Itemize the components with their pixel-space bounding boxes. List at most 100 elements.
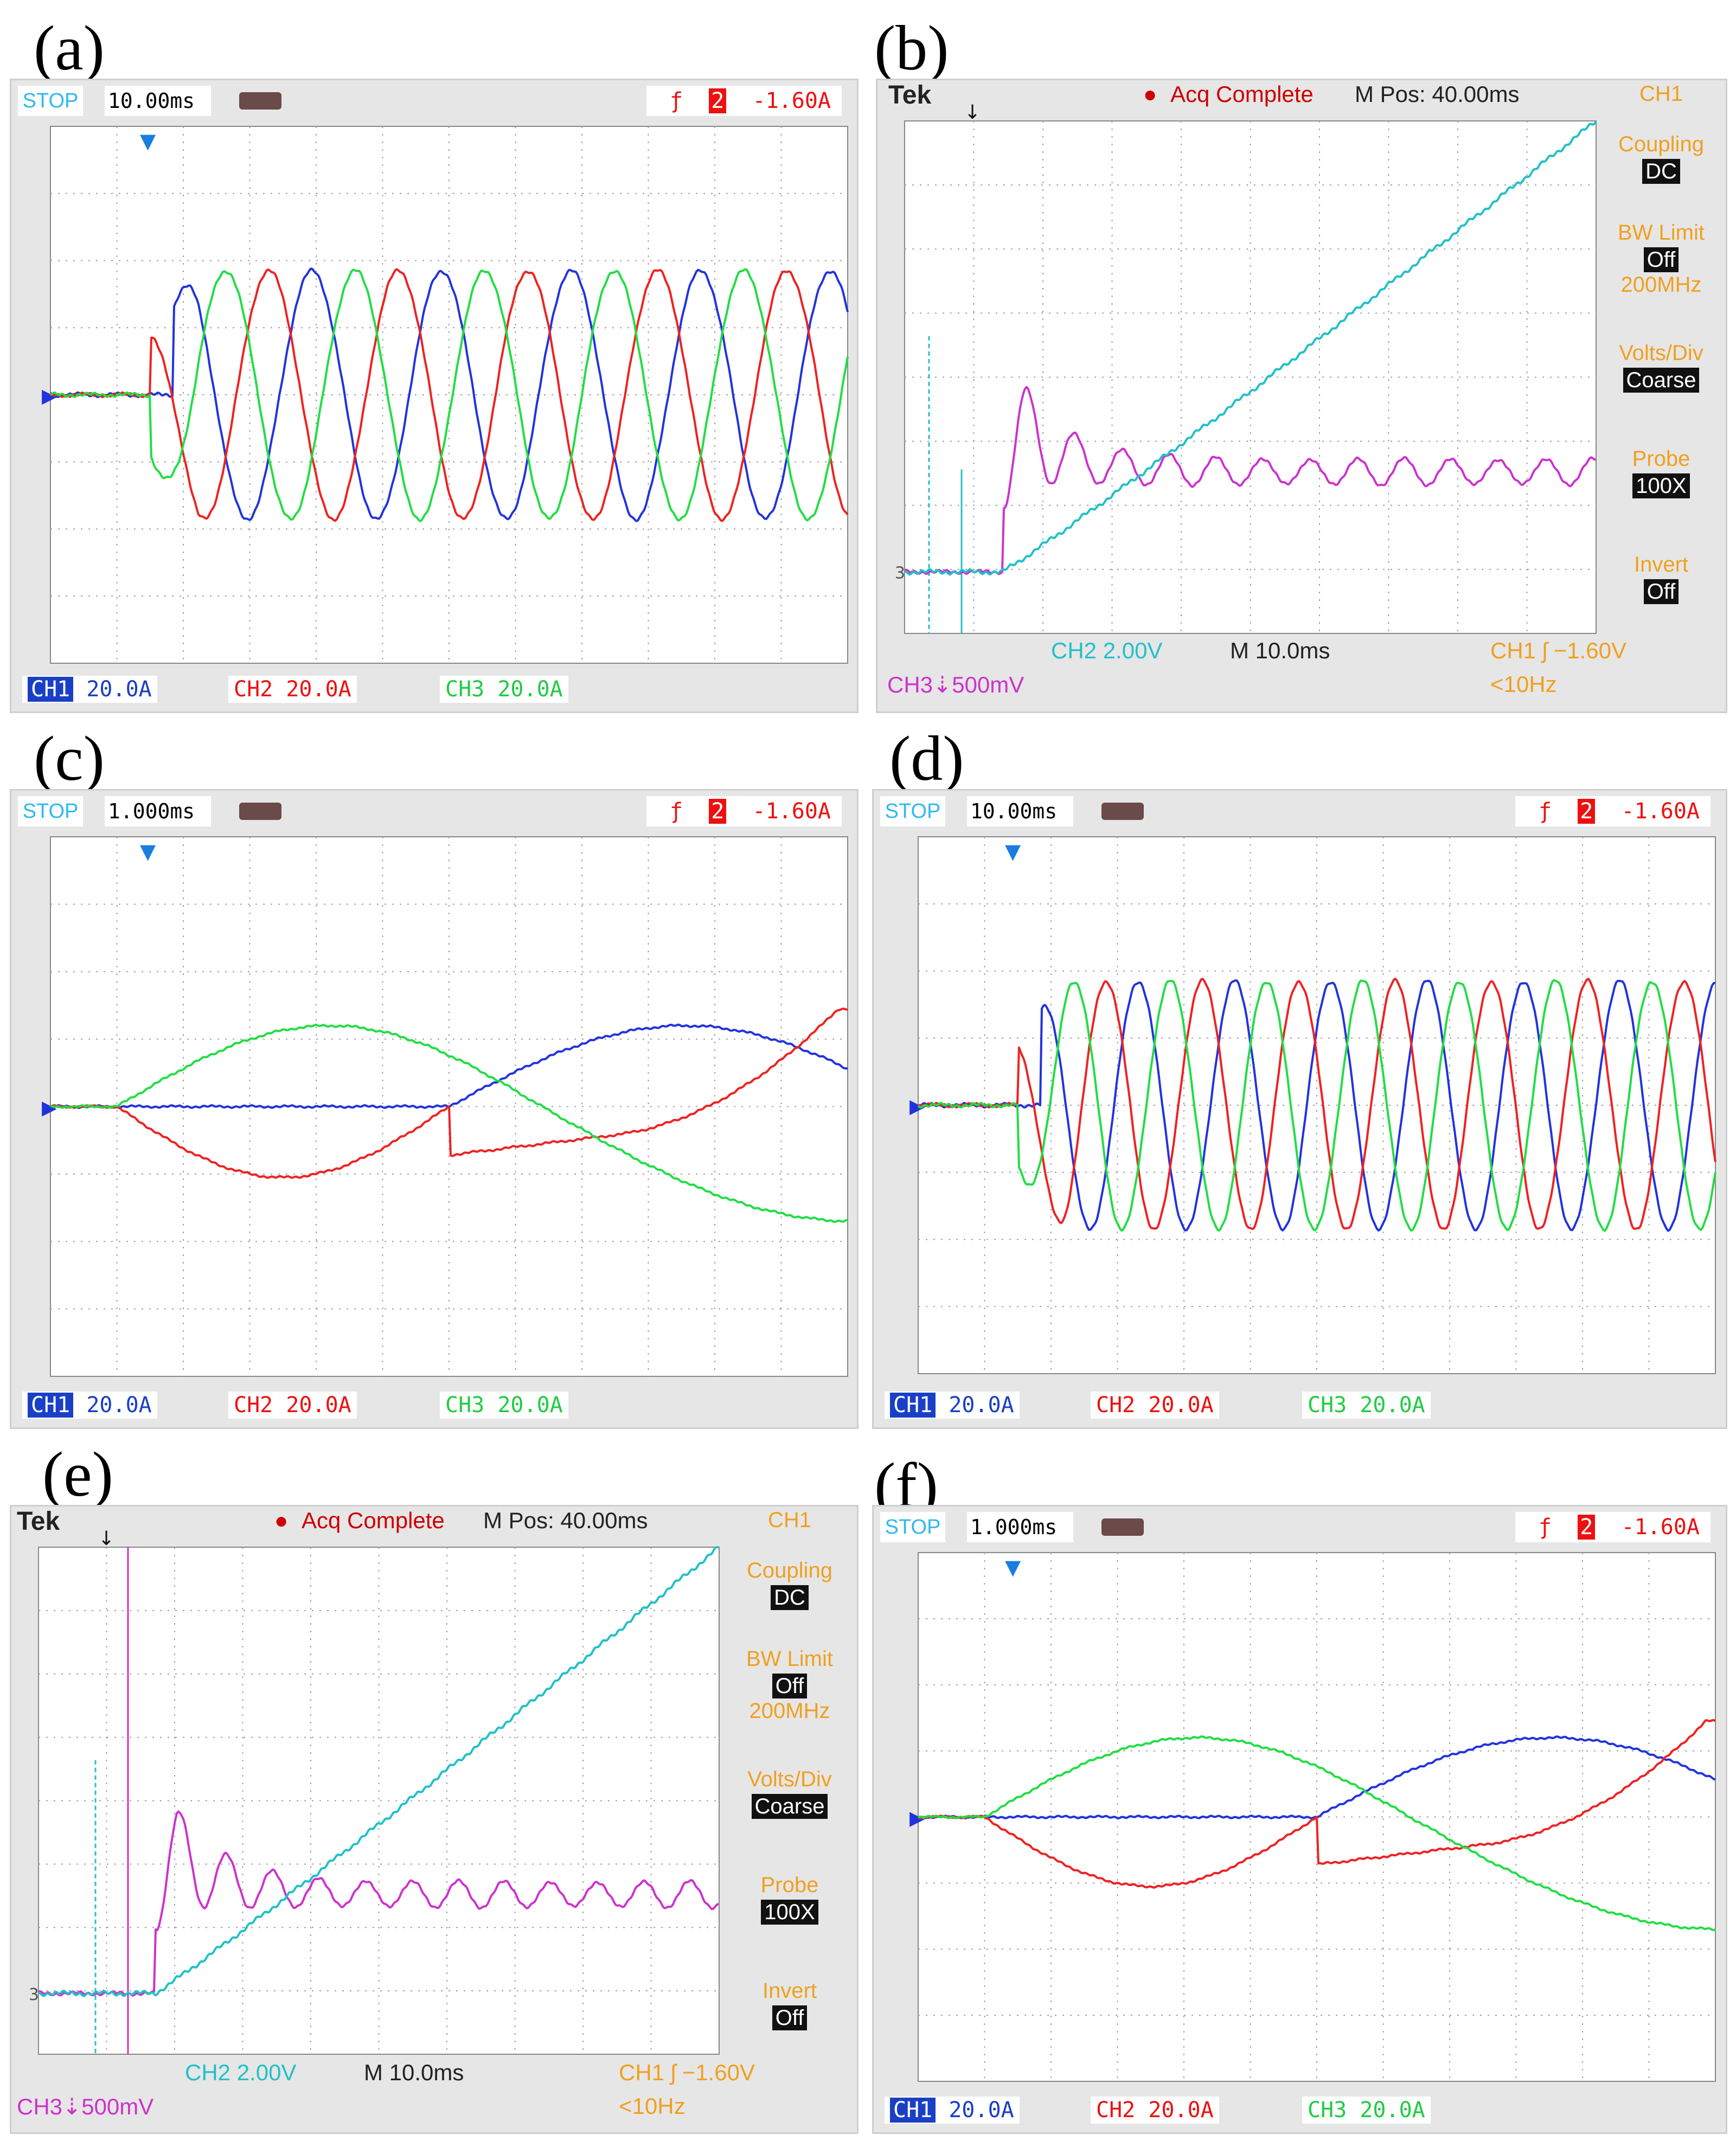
side-volts-div[interactable]: Volts/Div Coarse [747, 1767, 832, 1819]
trigger-source-icon: 2 [709, 799, 727, 824]
frequency-readout: <10Hz [1490, 671, 1557, 697]
stop-indicator: STOP [18, 796, 83, 826]
battery-icon [1101, 1518, 1144, 1536]
side-ch-title: CH1 [767, 1508, 812, 1532]
panel-label-e: (e) [42, 1439, 113, 1510]
ch1-scale: CH1 20.0A [22, 1392, 157, 1419]
ch3-scale: CH3 20.0A [440, 1392, 568, 1419]
series-ch3-line [918, 1735, 1716, 1931]
mpos-readout: M Pos: 40.00ms [1355, 81, 1520, 107]
trigger-level: -1.60A [752, 88, 831, 113]
ch1-scale: CH1 20.0A [885, 2097, 1020, 2124]
series-ch1-line [49, 267, 849, 522]
acq-status: Acq Complete [302, 1508, 445, 1533]
scope-header: STOP 10.00ms ƒ 2 -1.60A [11, 80, 857, 124]
side-probe[interactable]: Probe 100X [760, 1873, 819, 1925]
side-coupling[interactable]: Coupling DC [1618, 132, 1704, 184]
battery-icon [239, 803, 281, 820]
side-bw-limit[interactable]: BW Limit Off 200MHz [746, 1647, 833, 1723]
side-ch-title: CH1 [1639, 82, 1683, 106]
series-ch1-line [918, 979, 1715, 1232]
waveform-display: 3↓ [29, 1528, 720, 2055]
series-ch2-line [917, 977, 1716, 1230]
side-coupling[interactable]: Coupling DC [747, 1559, 832, 1610]
plot-area [50, 126, 848, 664]
scope-panel-c: STOP 1.000ms ƒ 2 -1.60A ▼ ▶ CH1 20.0A CH2… [10, 789, 859, 1429]
trigger-readout: ƒ 2 -1.60A [646, 796, 842, 826]
scope-panel-f: STOP 1.000ms ƒ 2 -1.60A ▼ ▶ CH1 20.0A CH2… [872, 1505, 1727, 2134]
ground-level-marker: 3 [895, 564, 905, 583]
series-ch2-line [49, 268, 849, 522]
scope-panel-b: Tek ● Acq Complete M Pos: 40.00ms 3 ↓ CH1… [876, 79, 1727, 713]
trigger-position-marker: ▼ [1005, 839, 1021, 863]
scope-header: STOP 1.000ms ƒ 2 -1.60A [874, 1507, 1726, 1550]
series-ch2-line [38, 1546, 719, 1997]
series-ch2-line [904, 120, 1597, 576]
side-probe[interactable]: Probe 100X [1632, 447, 1690, 498]
acq-status: Acq Complete [1170, 81, 1314, 107]
trigger-readout: ƒ 2 -1.60A [646, 86, 842, 116]
ch2-scale: CH2 20.0A [1091, 1392, 1219, 1419]
series-ch3-line [917, 979, 1716, 1232]
side-bw-limit[interactable]: BW Limit Off 200MHz [1618, 221, 1705, 297]
side-invert[interactable]: Invert Off [762, 1979, 817, 2030]
timebase-readout: M 10.0ms [1230, 638, 1330, 663]
series-ch3-line [904, 386, 1597, 575]
trigger-readout: ƒ 2 -1.60A [1515, 1512, 1711, 1542]
channel-footer: CH1 20.0A CH2 20.0A CH3 20.0A [874, 2087, 1726, 2132]
mpos-readout: M Pos: 40.00ms [483, 1508, 648, 1533]
series-ch2-line [918, 1719, 1716, 1889]
ch3-scale: CH3 20.0A [1302, 2097, 1431, 2124]
scope-header: STOP 1.000ms ƒ 2 -1.60A [11, 791, 857, 834]
ch1-trigger-readout: CH1 ʃ −1.60V [619, 2060, 755, 2085]
trigger-position-marker: ↓ [98, 1528, 114, 1550]
trigger-source-icon: 2 [1578, 1515, 1596, 1540]
ch3-readout: CH3⇣500mV [887, 672, 1024, 697]
waveform-display: ▼▶ [909, 836, 1716, 1374]
trigger-position-marker: ▼ [140, 129, 156, 153]
series-ch3-line [50, 268, 849, 522]
trigger-level: -1.60A [1621, 799, 1700, 824]
trigger-source-icon: 2 [709, 88, 727, 113]
trigger-source-icon: 2 [1578, 799, 1596, 824]
ch1-scale: CH1 20.0A [22, 676, 157, 703]
trigger-position-marker: ↓ [964, 101, 981, 124]
ch1-scale: CH1 20.0A [885, 1392, 1020, 1419]
trigger-edge-icon: ƒ [1538, 1515, 1552, 1540]
stop-indicator: STOP [880, 796, 945, 826]
channel-footer: CH1 20.0A CH2 20.0A CH3 20.0A [11, 1382, 857, 1427]
panel-label-c: (c) [34, 723, 105, 794]
scope-panel-e: Tek ● Acq Complete M Pos: 40.00ms 3 ↓ CH1… [10, 1505, 859, 2134]
ch2-scale: CH2 20.0A [1091, 2097, 1219, 2124]
battery-icon [239, 92, 281, 110]
panel-label-a: (a) [34, 12, 105, 84]
waveform-display: ▼▶ [909, 1552, 1716, 2082]
ch2-scale: CH2 20.0A [228, 1392, 357, 1419]
scope-panel-d: STOP 10.00ms ƒ 2 -1.60A ▼ ▶ CH1 20.0A CH2… [872, 789, 1727, 1429]
scope-header: STOP 10.00ms ƒ 2 -1.60A [874, 791, 1726, 834]
ch2-readout: CH2 2.00V [185, 2060, 297, 2085]
ch1-trigger-readout: CH1 ʃ −1.60V [1490, 638, 1626, 663]
acq-indicator-icon: ● [274, 1508, 289, 1533]
trigger-level: -1.60A [1621, 1515, 1700, 1540]
timebase-readout: M 10.0ms [364, 2060, 464, 2085]
waveform-display: 3↓ [895, 101, 1597, 634]
scope-panel-a: STOP 10.00ms ƒ 2 -1.60A ▼ ▶ CH1 20.0A CH2… [10, 79, 859, 713]
ground-level-marker: 3 [29, 1985, 39, 2004]
ch2-readout: CH2 2.00V [1051, 638, 1163, 663]
trigger-edge-icon: ƒ [1538, 799, 1552, 824]
stop-indicator: STOP [18, 86, 83, 116]
timebase-readout: 10.00ms [105, 86, 211, 116]
ch3-readout: CH3⇣500mV [17, 2094, 154, 2119]
ch3-scale: CH3 20.0A [1302, 1392, 1431, 1419]
side-volts-div[interactable]: Volts/Div Coarse [1619, 341, 1703, 393]
tek-brand: Tek [17, 1507, 60, 1536]
series-ch3-line [50, 1023, 848, 1223]
trigger-edge-icon: ƒ [669, 88, 683, 113]
trigger-readout: ƒ 2 -1.60A [1515, 796, 1711, 826]
side-invert[interactable]: Invert Off [1633, 553, 1689, 604]
trigger-position-marker: ▼ [1005, 1555, 1021, 1579]
tek-brand: Tek [888, 81, 932, 110]
channel-footer: CH1 20.0A CH2 20.0A CH3 20.0A [874, 1382, 1726, 1427]
timebase-readout: 1.000ms [105, 796, 211, 826]
